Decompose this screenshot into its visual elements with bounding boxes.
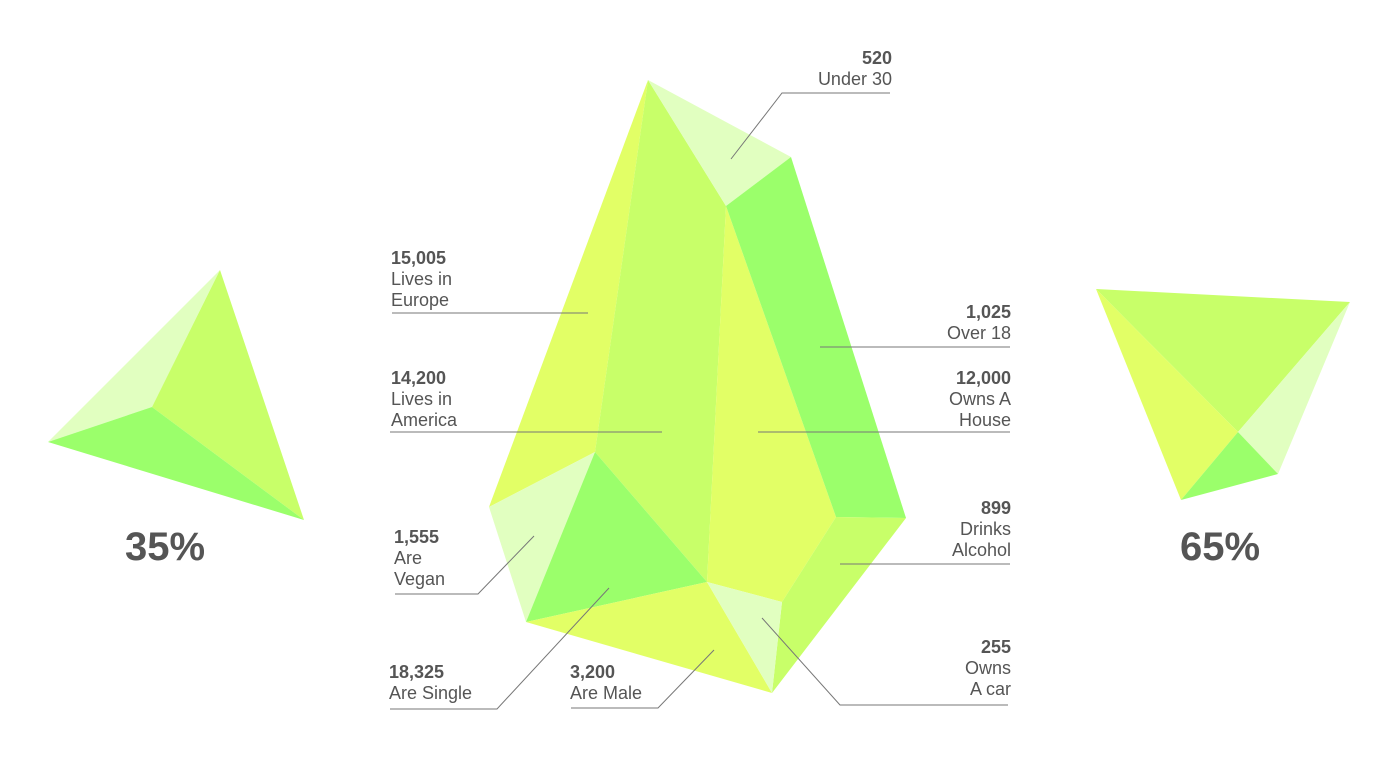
left-gem-facet-bottom [48, 407, 304, 520]
central-gem-facet-right [726, 157, 906, 518]
leader-line-are-male [571, 649, 715, 709]
callout-number: 14,200 [391, 368, 447, 388]
callout-number: 3,200 [570, 662, 616, 682]
leader-line-under-30 [730, 92, 890, 160]
left-gem-facet-top [48, 270, 220, 442]
callout-text: Owns A House [948, 389, 1011, 430]
right-gem-percent: 65% [1180, 525, 1261, 569]
callout-are-single: 18,325 Are Single [389, 662, 472, 704]
callout-number: 520 [861, 48, 892, 68]
callout-owns-a-car: 255 Owns A car [965, 637, 1011, 700]
left-gem [48, 270, 304, 520]
central-gem-facet-vegan [489, 452, 595, 622]
callout-text: Lives in America [391, 389, 458, 430]
left-gem-facet-right [152, 270, 304, 520]
central-gem-facet-single [526, 452, 707, 622]
callout-owns-a-house: 12,000 Owns A House [949, 368, 1011, 431]
callout-are-male: 3,200 Are Male [570, 662, 642, 704]
callout-number: 255 [980, 637, 1011, 657]
callout-text: Over 18 [946, 323, 1011, 343]
leader-line-are-single [390, 587, 610, 710]
right-gem-facet-top [1096, 289, 1350, 432]
callout-number: 18,325 [389, 662, 445, 682]
callout-drinks-alcohol: 899 Drinks Alcohol [952, 498, 1011, 561]
right-gem-facet-bottom [1181, 432, 1278, 500]
leader-line-are-vegan [395, 535, 535, 595]
left-gem-percent: 35% [125, 525, 206, 569]
callout-text: Under 30 [817, 69, 892, 89]
leader-line-owns-a-car [761, 617, 1008, 706]
callout-text: Lives in Europe [391, 269, 453, 310]
callout-text: Are Male [570, 683, 643, 703]
callout-over-18: 1,025 Over 18 [947, 302, 1011, 344]
callout-text: Are Vegan [394, 548, 446, 589]
callout-number: 1,025 [965, 302, 1011, 322]
central-gem-facet-car [707, 582, 782, 693]
right-gem-facet-left [1096, 289, 1238, 500]
central-gem-facet-center [707, 206, 836, 602]
callout-text: Are Single [389, 683, 473, 703]
central-gem-facet-lower-right [772, 517, 906, 693]
callout-number: 12,000 [955, 368, 1011, 388]
leader-lines [390, 92, 1010, 710]
callout-number: 899 [980, 498, 1011, 518]
central-gem-facet-left-center [595, 80, 726, 582]
callout-lives-in-america: 14,200 Lives in America [391, 368, 457, 431]
callout-number: 1,555 [394, 527, 440, 547]
right-gem [1096, 289, 1350, 500]
callout-under-30: 520 Under 30 [818, 48, 892, 90]
callout-are-vegan: 1,555 Are Vegan [394, 527, 445, 590]
callout-number: 15,005 [391, 248, 447, 268]
central-gem-facet-far-left [489, 80, 648, 507]
callout-text: Drinks Alcohol [951, 519, 1011, 560]
callout-text: Owns A car [964, 658, 1011, 699]
callout-lives-in-europe: 15,005 Lives in Europe [391, 248, 452, 311]
central-gem-facet-top [648, 80, 791, 206]
central-gem [489, 80, 906, 693]
right-gem-facet-right [1238, 302, 1350, 474]
central-gem-facet-male [526, 582, 772, 693]
